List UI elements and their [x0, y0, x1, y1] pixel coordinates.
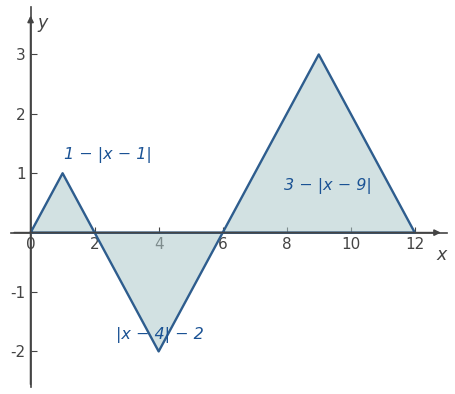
Polygon shape — [95, 232, 222, 351]
Polygon shape — [30, 173, 95, 232]
Text: 3 − |x − 9|: 3 − |x − 9| — [284, 178, 372, 194]
Text: x: x — [437, 246, 447, 264]
Polygon shape — [222, 54, 415, 232]
Text: |x − 4| − 2: |x − 4| − 2 — [116, 327, 204, 343]
Text: 1 − |x − 1|: 1 − |x − 1| — [64, 147, 152, 163]
Text: y: y — [38, 14, 48, 32]
